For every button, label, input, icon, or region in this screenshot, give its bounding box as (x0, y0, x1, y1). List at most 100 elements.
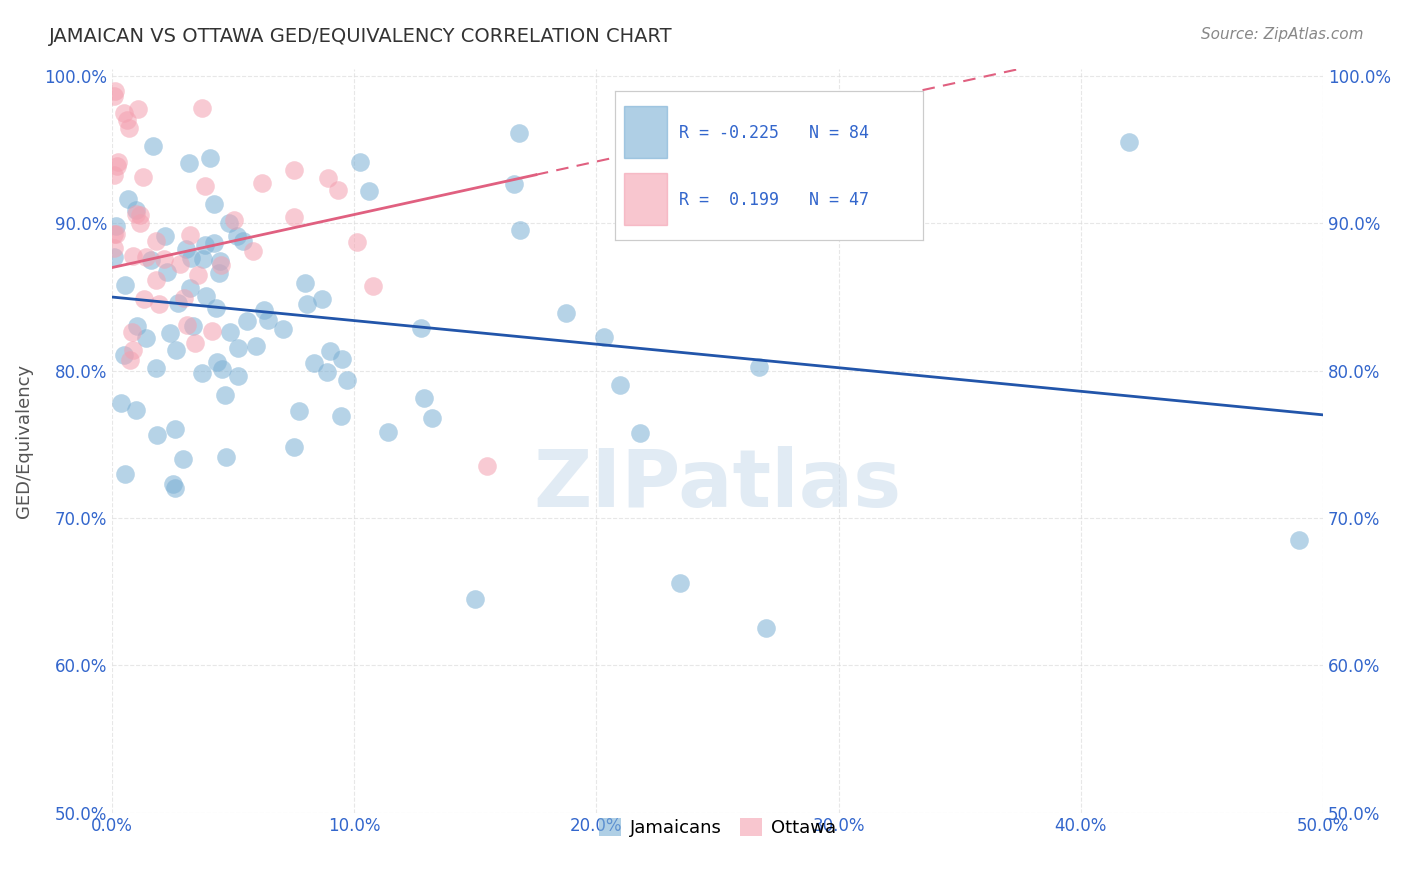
Point (195, 289, 218, 303)
Point (209, 258, 232, 272)
Point (669, 576, 692, 591)
Point (153, 229, 176, 244)
Point (198, 152, 221, 166)
Point (103, 227, 125, 242)
Point (125, 318, 148, 333)
Point (377, 425, 399, 439)
Point (162, 476, 184, 491)
Point (167, 296, 190, 310)
Point (103, 241, 125, 255)
Point (105, 219, 128, 233)
Point (413, 391, 436, 405)
Point (191, 101, 214, 115)
Point (163, 481, 186, 495)
Point (180, 251, 202, 265)
Point (184, 336, 207, 351)
Point (118, 353, 141, 368)
Point (169, 257, 191, 271)
Point (114, 467, 136, 481)
Point (146, 428, 169, 442)
Point (115, 113, 138, 128)
Point (110, 396, 132, 410)
Point (420, 410, 443, 425)
Point (363, 278, 385, 293)
Point (222, 212, 245, 227)
Point (165, 343, 187, 357)
Point (554, 306, 576, 320)
Point (609, 377, 631, 392)
Point (748, 359, 770, 374)
Point (112, 348, 135, 362)
Point (179, 228, 201, 243)
Text: JAMAICAN VS OTTAWA GED/EQUIVALENCY CORRELATION CHART: JAMAICAN VS OTTAWA GED/EQUIVALENCY CORRE… (49, 27, 673, 45)
Point (187, 268, 209, 282)
Point (464, 592, 486, 607)
Text: ZIPatlas: ZIPatlas (533, 446, 901, 524)
Point (172, 452, 194, 467)
Point (125, 202, 148, 217)
Point (311, 293, 333, 307)
Point (125, 403, 148, 417)
Point (194, 179, 217, 194)
Point (179, 155, 201, 169)
Point (194, 237, 217, 252)
Point (103, 251, 125, 265)
Point (134, 292, 156, 306)
Point (152, 252, 174, 266)
Point (226, 369, 249, 384)
Point (256, 313, 278, 327)
Point (330, 409, 353, 424)
Point (118, 120, 141, 135)
Point (114, 277, 136, 292)
Point (508, 127, 530, 141)
Point (1288, 533, 1310, 547)
Point (112, 106, 135, 120)
Point (163, 422, 186, 436)
Point (288, 404, 311, 418)
Point (156, 265, 179, 279)
Point (121, 325, 143, 339)
Point (145, 234, 167, 248)
Point (135, 331, 157, 345)
Point (336, 373, 359, 387)
Point (328, 183, 350, 197)
Point (242, 244, 264, 259)
Point (135, 250, 157, 264)
Point (132, 169, 155, 184)
Point (508, 223, 530, 237)
Point (107, 154, 129, 169)
Point (502, 177, 524, 191)
Point (219, 325, 242, 339)
Point (211, 361, 233, 376)
Point (145, 361, 167, 376)
Y-axis label: GED/Equivalency: GED/Equivalency (15, 364, 32, 517)
Point (283, 440, 305, 454)
Point (316, 365, 339, 379)
Point (191, 252, 214, 267)
Point (179, 281, 201, 295)
Point (283, 210, 305, 224)
Point (226, 228, 249, 243)
Point (139, 253, 162, 268)
Point (129, 208, 152, 222)
Point (409, 321, 432, 335)
Point (214, 387, 236, 401)
Legend: Jamaicans, Ottawa: Jamaicans, Ottawa (592, 811, 844, 845)
Point (271, 322, 294, 336)
Point (218, 216, 240, 230)
Point (283, 163, 305, 178)
Point (294, 277, 316, 291)
Point (207, 355, 229, 369)
Point (346, 235, 368, 249)
Point (202, 197, 225, 211)
Point (122, 249, 145, 263)
Point (201, 324, 224, 338)
Point (295, 297, 318, 311)
Point (127, 102, 149, 116)
Point (245, 339, 267, 353)
Point (105, 227, 128, 241)
Point (302, 356, 325, 370)
Point (1118, 136, 1140, 150)
Point (232, 234, 254, 248)
Point (103, 168, 125, 182)
